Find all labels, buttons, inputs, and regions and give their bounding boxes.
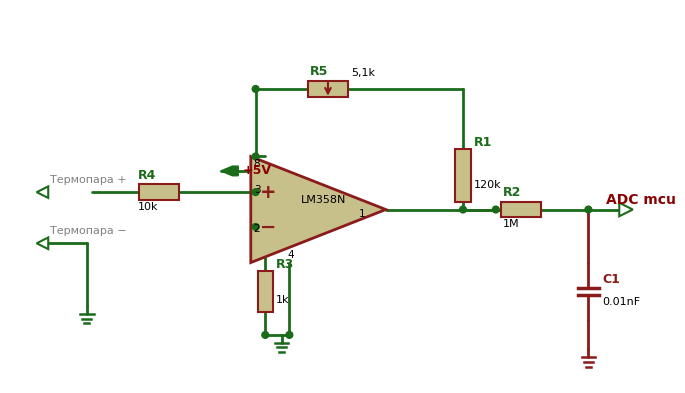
Polygon shape bbox=[251, 156, 386, 263]
Text: 2: 2 bbox=[253, 224, 260, 234]
Circle shape bbox=[460, 206, 466, 213]
Bar bbox=[139, 184, 179, 200]
Text: R1: R1 bbox=[473, 136, 492, 149]
Circle shape bbox=[585, 206, 592, 213]
Text: R3: R3 bbox=[276, 258, 294, 271]
Polygon shape bbox=[619, 203, 633, 216]
Circle shape bbox=[286, 332, 292, 338]
Text: R2: R2 bbox=[503, 186, 521, 199]
Circle shape bbox=[252, 86, 259, 92]
Bar bbox=[308, 81, 348, 97]
Bar bbox=[258, 271, 273, 312]
Text: R4: R4 bbox=[138, 169, 156, 182]
Bar bbox=[501, 202, 541, 217]
Text: +: + bbox=[260, 183, 277, 202]
Text: 5,1k: 5,1k bbox=[351, 68, 375, 78]
Circle shape bbox=[262, 332, 269, 338]
Text: +5V: +5V bbox=[243, 164, 272, 177]
Text: 8: 8 bbox=[253, 159, 260, 169]
Text: Термопара +: Термопара + bbox=[50, 174, 127, 185]
Circle shape bbox=[252, 153, 259, 160]
Circle shape bbox=[252, 224, 259, 230]
Text: R5: R5 bbox=[310, 65, 328, 78]
Circle shape bbox=[252, 189, 259, 196]
Text: 3: 3 bbox=[253, 185, 260, 195]
Text: −: − bbox=[260, 217, 276, 236]
Text: LM358N: LM358N bbox=[301, 195, 346, 205]
Text: 1M: 1M bbox=[503, 219, 519, 229]
Polygon shape bbox=[37, 186, 48, 198]
Polygon shape bbox=[37, 237, 48, 249]
Text: C1: C1 bbox=[602, 273, 620, 286]
Text: 10k: 10k bbox=[138, 202, 158, 212]
Text: 4: 4 bbox=[288, 250, 294, 260]
Text: 0.01nF: 0.01nF bbox=[602, 297, 640, 307]
Text: ADC mcu: ADC mcu bbox=[606, 193, 675, 207]
Text: 1k: 1k bbox=[276, 296, 289, 305]
Bar bbox=[456, 149, 471, 202]
Text: 120k: 120k bbox=[473, 180, 501, 189]
FancyArrow shape bbox=[221, 166, 238, 176]
Circle shape bbox=[493, 206, 499, 213]
Text: 1: 1 bbox=[359, 209, 365, 219]
Text: Термопара −: Термопара − bbox=[50, 226, 127, 236]
